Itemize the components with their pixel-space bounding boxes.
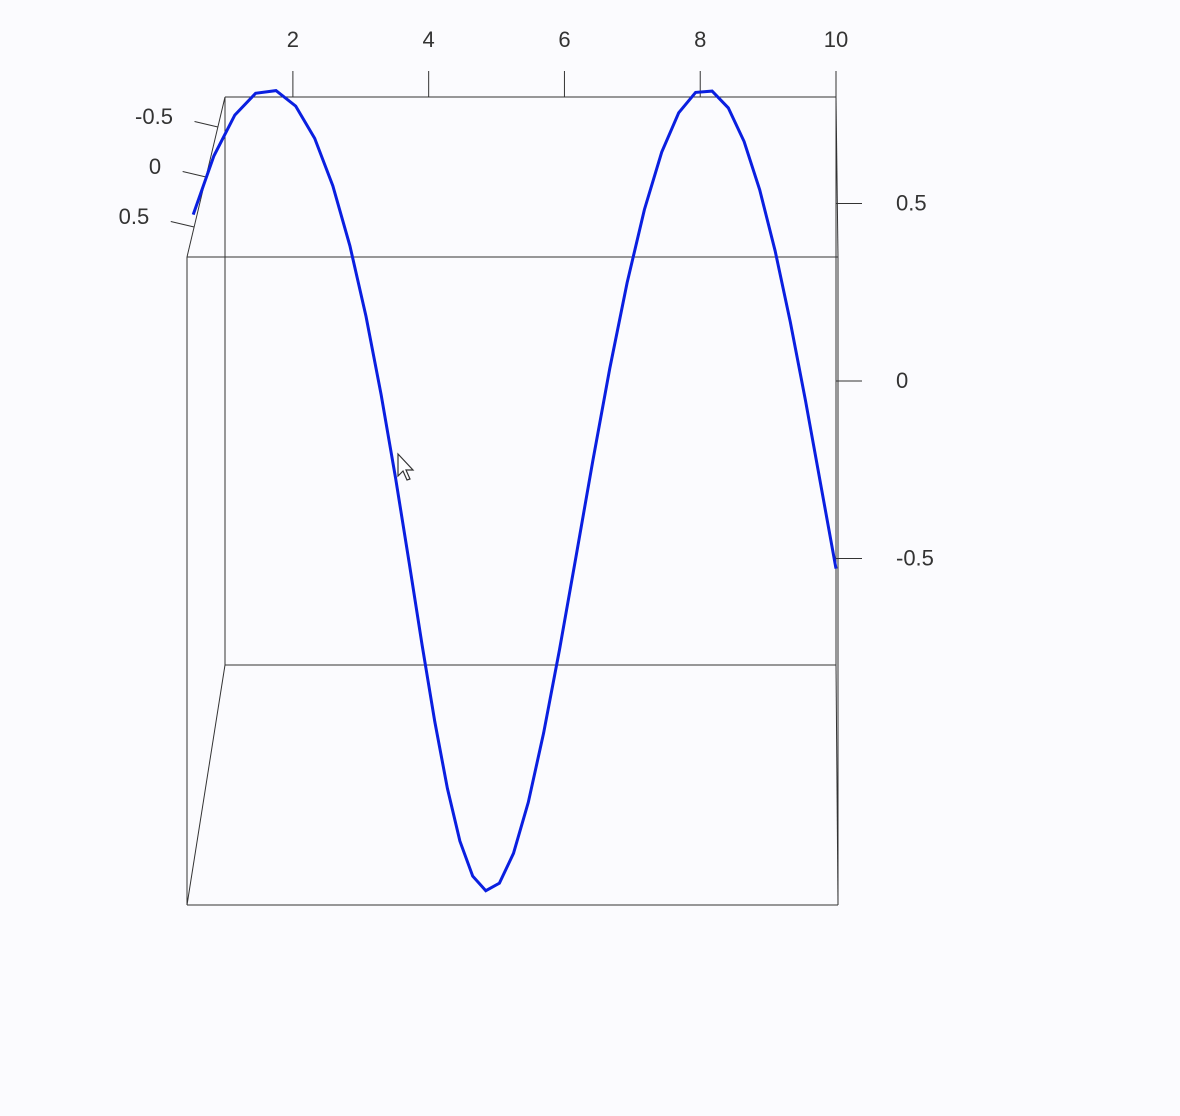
svg-text:10: 10 [824, 27, 848, 52]
svg-text:-0.5: -0.5 [135, 104, 173, 129]
plot-box [187, 97, 838, 905]
svg-text:0: 0 [896, 368, 908, 393]
svg-text:-0.5: -0.5 [896, 546, 934, 571]
plot-3d[interactable]: 2 4 6 8 10 -0.5 0 0.5 -0.5 0 0.5 [0, 0, 1180, 1116]
svg-text:0.5: 0.5 [119, 204, 150, 229]
svg-text:0: 0 [149, 154, 161, 179]
svg-text:8: 8 [694, 27, 706, 52]
svg-text:2: 2 [287, 27, 299, 52]
svg-text:6: 6 [558, 27, 570, 52]
cursor-icon [398, 454, 413, 480]
svg-text:4: 4 [423, 27, 435, 52]
series-curve [193, 91, 836, 891]
svg-text:0.5: 0.5 [896, 191, 927, 216]
